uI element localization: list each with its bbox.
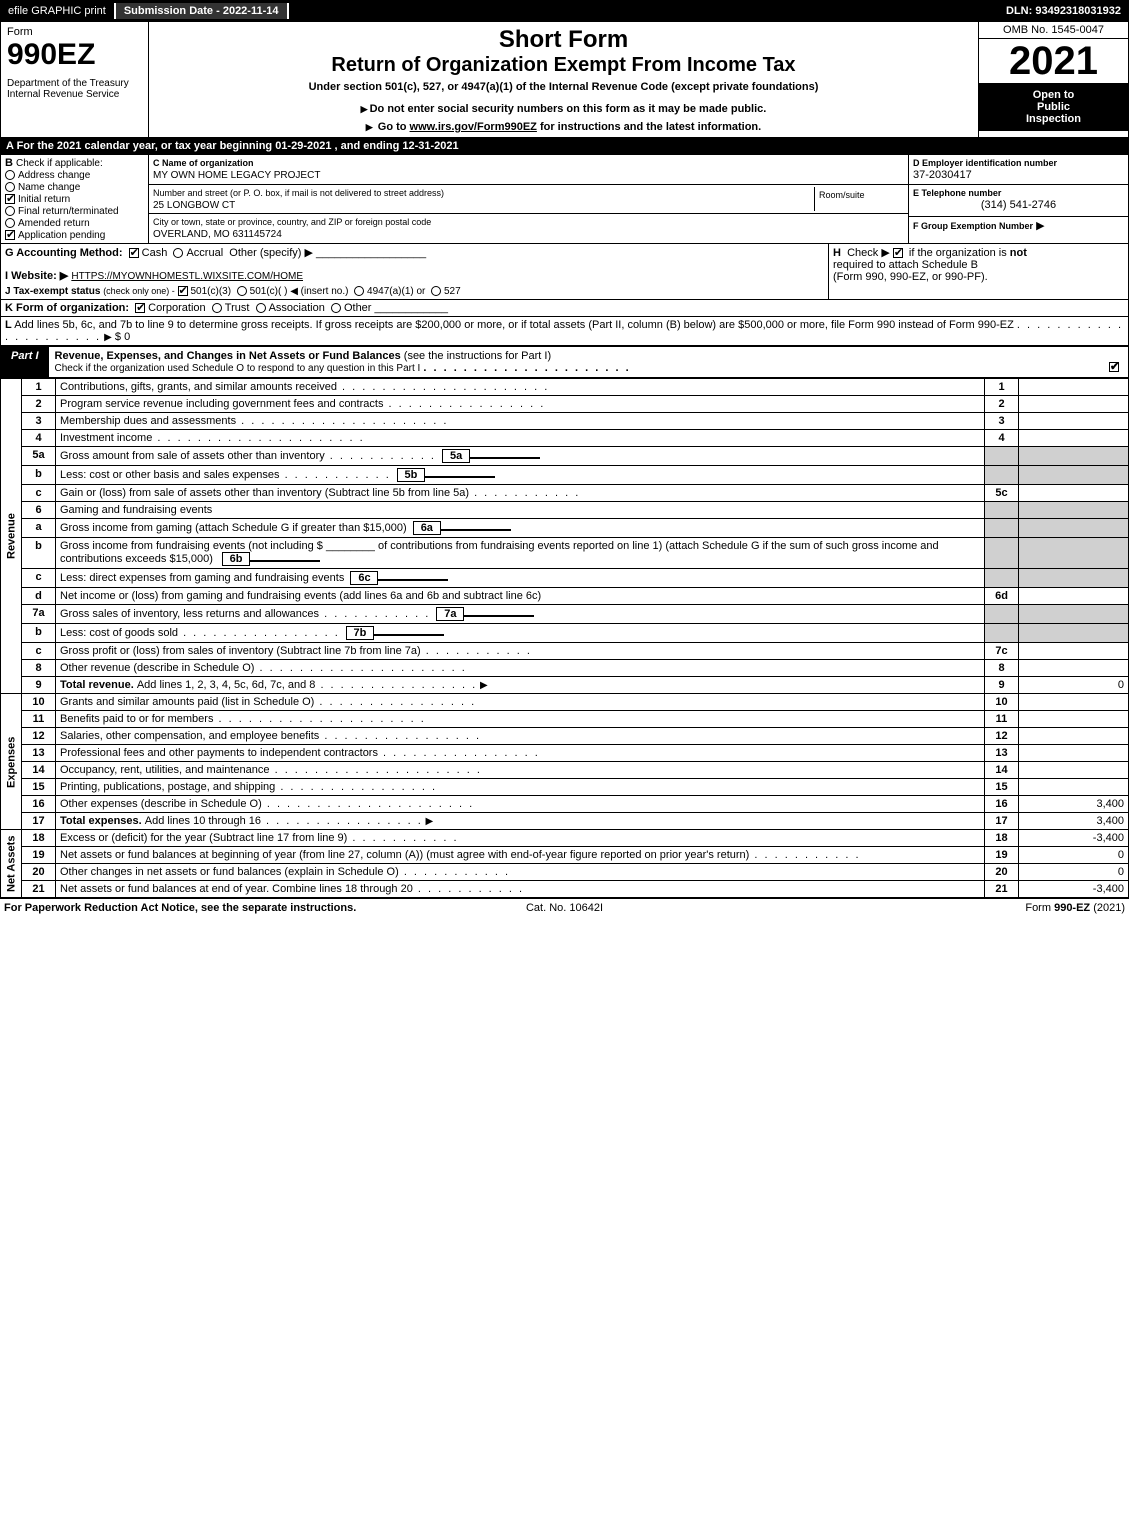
line18-value: -3,400: [1019, 830, 1129, 847]
line16-value: 3,400: [1019, 796, 1129, 813]
top-bar: efile GRAPHIC print Submission Date - 20…: [0, 0, 1129, 22]
line21-value: -3,400: [1019, 881, 1129, 898]
501c3-check[interactable]: [178, 286, 188, 296]
line17-value: 3,400: [1019, 813, 1129, 830]
part1-grid: Revenue 1 Contributions, gifts, grants, …: [0, 378, 1129, 898]
line9-value: 0: [1019, 677, 1129, 694]
short-form-title: Short Form: [157, 26, 970, 54]
form-header: Form 990EZ Department of the Treasury In…: [0, 22, 1129, 138]
tax-year: 2021: [979, 39, 1128, 83]
irs-link[interactable]: www.irs.gov/Form990EZ: [410, 121, 537, 133]
schedule-b-check[interactable]: [893, 248, 903, 258]
form-word: Form: [7, 26, 142, 38]
gross-receipts: $ 0: [115, 331, 130, 343]
cash-check[interactable]: [129, 248, 139, 258]
street: 25 LONGBOW CT: [153, 200, 235, 211]
website-link[interactable]: HTTPS://MYOWNHOMESTL.WIXSITE.COM/HOME: [71, 271, 303, 282]
part1-schedule-o-check[interactable]: [1109, 362, 1119, 372]
line-a: A For the 2021 calendar year, or tax yea…: [0, 138, 1129, 154]
line19-value: 0: [1019, 847, 1129, 864]
part1-bar: Part I Revenue, Expenses, and Changes in…: [0, 346, 1129, 378]
form-number: 990EZ: [7, 38, 142, 72]
section-l: L Add lines 5b, 6c, and 7b to line 9 to …: [0, 317, 1129, 346]
goto-line: Go to www.irs.gov/Form990EZ for instruct…: [157, 121, 970, 133]
org-name: MY OWN HOME LEGACY PROJECT: [153, 170, 320, 181]
expenses-vlabel: Expenses: [1, 694, 22, 830]
dept-label: Department of the Treasury: [7, 78, 142, 89]
ein: 37-2030417: [913, 169, 972, 181]
efile-label[interactable]: efile GRAPHIC print: [0, 3, 116, 19]
dln: DLN: 93492318031932: [998, 3, 1129, 19]
amended-return-check[interactable]: [5, 218, 15, 228]
page-footer: For Paperwork Reduction Act Notice, see …: [0, 898, 1129, 917]
net-assets-vlabel: Net Assets: [1, 830, 22, 898]
line20-value: 0: [1019, 864, 1129, 881]
open-to-public: Open to Public Inspection: [979, 83, 1128, 131]
org-info-block: B Check if applicable: Address change Na…: [0, 154, 1129, 244]
corporation-check[interactable]: [135, 303, 145, 313]
revenue-vlabel: Revenue: [1, 379, 22, 694]
ssn-warning: Do not enter social security numbers on …: [157, 103, 970, 115]
application-pending-check[interactable]: [5, 230, 15, 240]
initial-return-check[interactable]: [5, 194, 15, 204]
irs-label: Internal Revenue Service: [7, 89, 142, 100]
address-change-check[interactable]: [5, 170, 15, 180]
city: OVERLAND, MO 631145724: [153, 229, 282, 240]
line1-value: [1019, 379, 1129, 396]
section-b-label: B: [5, 157, 13, 169]
return-title: Return of Organization Exempt From Incom…: [157, 54, 970, 77]
submission-date: Submission Date - 2022-11-14: [116, 3, 289, 19]
name-change-check[interactable]: [5, 182, 15, 192]
omb-number: OMB No. 1545-0047: [979, 22, 1128, 39]
under-section: Under section 501(c), 527, or 4947(a)(1)…: [157, 81, 970, 93]
final-return-check[interactable]: [5, 206, 15, 216]
accrual-check[interactable]: [173, 248, 183, 258]
section-k: K Form of organization: Corporation Trus…: [0, 300, 1129, 317]
phone: (314) 541-2746: [913, 199, 1124, 211]
